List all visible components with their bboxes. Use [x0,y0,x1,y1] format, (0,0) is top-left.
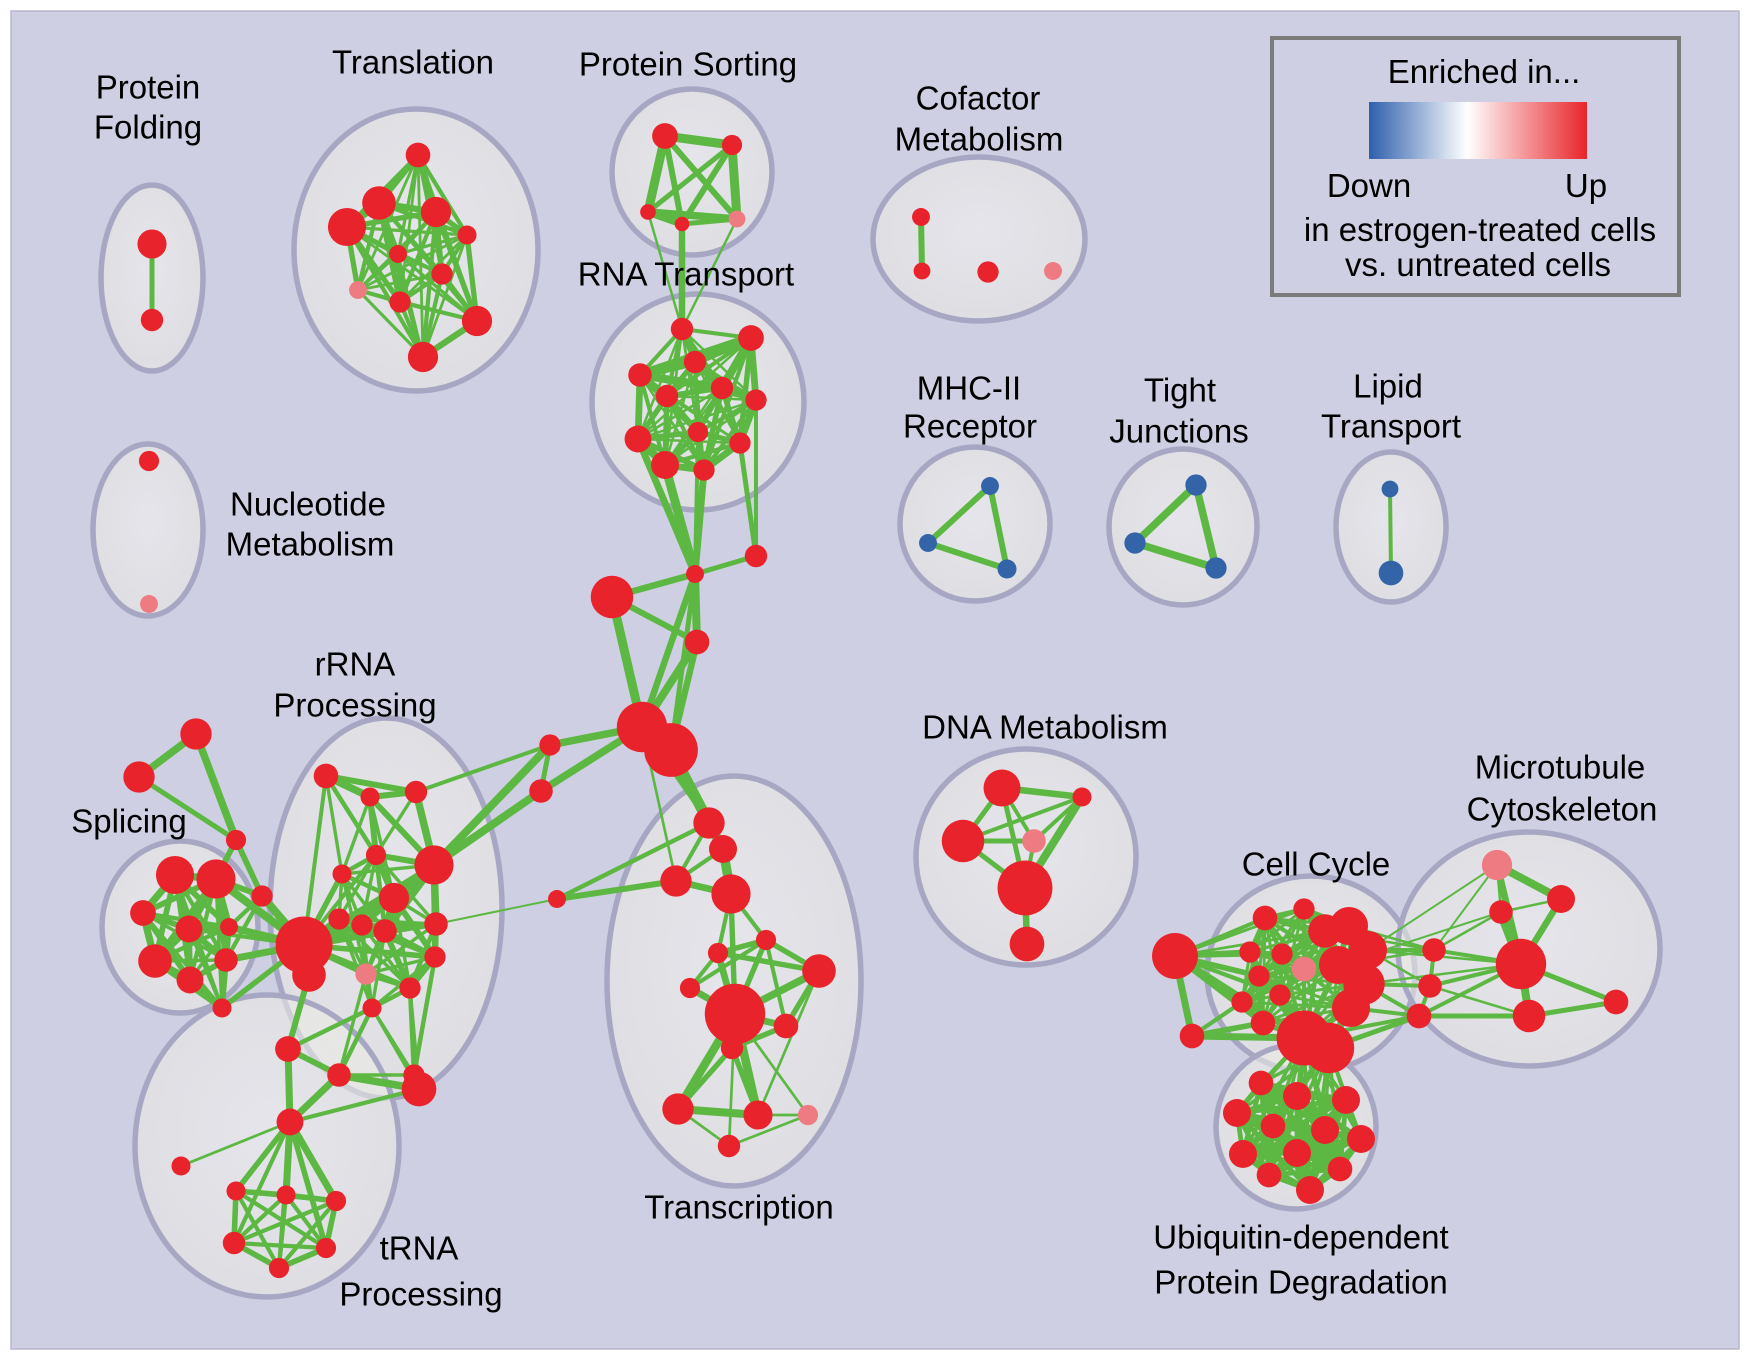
svg-text:DNA Metabolism: DNA Metabolism [922,709,1168,746]
svg-text:Processing: Processing [339,1276,502,1313]
svg-text:Metabolism: Metabolism [895,121,1064,158]
svg-text:Splicing: Splicing [71,803,187,840]
svg-text:Tight: Tight [1144,372,1216,409]
svg-text:Ubiquitin-dependent: Ubiquitin-dependent [1153,1219,1448,1256]
svg-text:Cell Cycle: Cell Cycle [1242,846,1391,883]
svg-text:Folding: Folding [94,109,202,146]
svg-text:Cytoskeleton: Cytoskeleton [1467,791,1658,828]
svg-text:Microtubule: Microtubule [1475,749,1646,786]
svg-text:Protein Degradation: Protein Degradation [1154,1264,1448,1301]
svg-text:Metabolism: Metabolism [226,526,395,563]
svg-text:rRNA: rRNA [315,646,396,683]
svg-text:Protein: Protein [96,69,201,106]
svg-text:Up: Up [1565,167,1607,204]
svg-text:tRNA: tRNA [380,1230,459,1267]
svg-text:Transport: Transport [1321,408,1461,445]
svg-text:in estrogen-treated cells: in estrogen-treated cells [1304,211,1656,248]
svg-text:Nucleotide: Nucleotide [230,486,386,523]
svg-text:vs. untreated cells: vs. untreated cells [1345,246,1611,283]
svg-text:RNA Transport: RNA Transport [578,256,794,293]
svg-text:Transcription: Transcription [644,1189,834,1226]
svg-text:Lipid: Lipid [1353,368,1423,405]
svg-text:Cofactor: Cofactor [916,80,1041,117]
svg-text:Processing: Processing [273,687,436,724]
svg-text:Junctions: Junctions [1109,413,1248,450]
svg-text:Enriched in...: Enriched in... [1388,53,1581,90]
svg-text:Translation: Translation [332,44,494,81]
svg-text:Protein Sorting: Protein Sorting [579,46,797,83]
svg-text:Down: Down [1327,167,1411,204]
svg-text:MHC-II: MHC-II [917,370,1021,407]
svg-text:Receptor: Receptor [903,408,1037,445]
